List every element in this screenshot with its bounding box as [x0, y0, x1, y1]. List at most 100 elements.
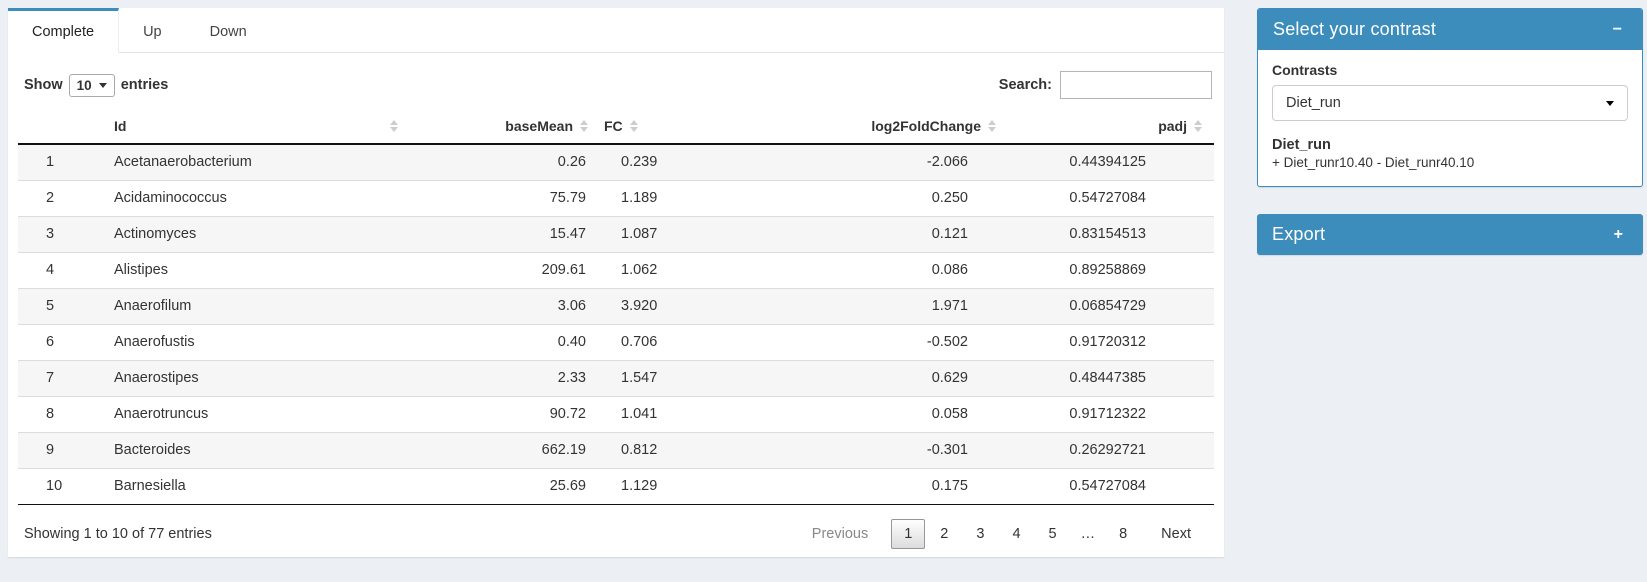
row-padj: 0.54727084	[1004, 179, 1214, 216]
row-fc: 1.041	[596, 395, 716, 432]
column-header-padj[interactable]: padj	[1004, 109, 1214, 145]
sort-icon	[988, 120, 996, 132]
row-padj: 0.48447385	[1004, 359, 1214, 396]
row-id: Alistipes	[106, 251, 406, 288]
row-log2foldchange: 1.971	[716, 287, 1004, 324]
row-basemean: 209.61	[406, 251, 596, 288]
row-basemean: 2.33	[406, 359, 596, 396]
row-fc: 0.812	[596, 431, 716, 468]
tab-down[interactable]: Down	[209, 24, 247, 40]
row-index: 1	[18, 144, 106, 180]
row-index: 10	[18, 467, 106, 505]
contrast-box-title: Select your contrast	[1273, 19, 1437, 39]
row-index: 2	[18, 179, 106, 216]
row-log2foldchange: 0.121	[716, 215, 1004, 252]
column-header-id[interactable]: Id	[106, 109, 406, 145]
contrast-select-value: Diet_run	[1286, 95, 1341, 111]
tab-up[interactable]: Up	[143, 24, 162, 40]
table-row[interactable]: 8 Anaerotruncus 90.72 1.041 0.058 0.9171…	[18, 395, 1214, 432]
row-id: Anaerofilum	[106, 287, 406, 324]
row-log2foldchange: 0.629	[716, 359, 1004, 396]
table-row[interactable]: 10 Barnesiella 25.69 1.129 0.175 0.54727…	[18, 467, 1214, 505]
column-header-index	[18, 109, 106, 145]
column-header-fc[interactable]: FC	[596, 109, 716, 145]
contrast-formula: + Diet_runr10.40 - Diet_runr40.10	[1272, 155, 1475, 170]
next-page-button[interactable]: Next	[1161, 525, 1191, 542]
sort-icon	[580, 120, 588, 132]
page-button[interactable]: 8	[1119, 525, 1128, 542]
row-fc: 1.087	[596, 215, 716, 252]
row-id: Bacteroides	[106, 431, 406, 468]
page-button[interactable]: 3	[976, 525, 985, 542]
page-button[interactable]: 4	[1012, 525, 1021, 542]
expand-plus-icon[interactable]: +	[1613, 225, 1623, 243]
row-log2foldchange: 0.175	[716, 467, 1004, 505]
row-padj: 0.06854729	[1004, 287, 1214, 324]
contrast-box-header: Select your contrast −	[1258, 9, 1642, 50]
results-table: Id baseMean FC	[18, 109, 1214, 505]
row-padj: 0.89258869	[1004, 251, 1214, 288]
row-basemean: 0.26	[406, 144, 596, 180]
row-index: 3	[18, 215, 106, 252]
column-header-label: Id	[114, 118, 127, 134]
page-length-select[interactable]: 10	[68, 73, 115, 97]
row-fc: 1.189	[596, 179, 716, 216]
sort-icon	[390, 120, 398, 132]
column-header-label: FC	[604, 118, 623, 134]
row-id: Barnesiella	[106, 467, 406, 505]
page-button[interactable]: 5	[1048, 525, 1057, 542]
page-length-control: Show 10 entries	[24, 73, 168, 97]
previous-page-button[interactable]: Previous	[811, 525, 869, 542]
column-header-basemean[interactable]: baseMean	[406, 109, 596, 145]
row-fc: 1.129	[596, 467, 716, 505]
row-log2foldchange: 0.250	[716, 179, 1004, 216]
row-padj: 0.91712322	[1004, 395, 1214, 432]
caret-down-icon	[1606, 100, 1614, 106]
row-fc: 3.920	[596, 287, 716, 324]
table-row[interactable]: 3 Actinomyces 15.47 1.087 0.121 0.831545…	[18, 215, 1214, 252]
table-row[interactable]: 4 Alistipes 209.61 1.062 0.086 0.8925886…	[18, 251, 1214, 288]
row-padj: 0.44394125	[1004, 144, 1214, 180]
sort-icon	[629, 120, 638, 132]
row-index: 6	[18, 323, 106, 360]
column-header-label: padj	[1158, 118, 1187, 134]
tab-complete[interactable]: Complete	[8, 8, 120, 53]
row-index: 7	[18, 359, 106, 396]
sort-icon	[1194, 120, 1202, 132]
collapse-minus-icon[interactable]: −	[1612, 20, 1622, 38]
row-id: Acidaminococcus	[106, 179, 406, 216]
pagination-ellipsis: …	[1080, 525, 1096, 542]
row-id: Actinomyces	[106, 215, 406, 252]
table-row[interactable]: 7 Anaerostipes 2.33 1.547 0.629 0.484473…	[18, 359, 1214, 396]
table-row[interactable]: 9 Bacteroides 662.19 0.812 -0.301 0.2629…	[18, 431, 1214, 468]
show-label: Show	[24, 77, 63, 93]
row-index: 9	[18, 431, 106, 468]
export-box-header: Export +	[1257, 214, 1643, 255]
row-fc: 0.706	[596, 323, 716, 360]
search-label: Search:	[998, 77, 1052, 93]
table-row[interactable]: 2 Acidaminococcus 75.79 1.189 0.250 0.54…	[18, 179, 1214, 216]
column-header-label: log2FoldChange	[871, 118, 981, 134]
row-fc: 1.062	[596, 251, 716, 288]
row-basemean: 3.06	[406, 287, 596, 324]
table-row[interactable]: 5 Anaerofilum 3.06 3.920 1.971 0.0685472…	[18, 287, 1214, 324]
contrast-select[interactable]: Diet_run	[1272, 85, 1628, 121]
row-basemean: 0.40	[406, 323, 596, 360]
row-log2foldchange: 0.058	[716, 395, 1004, 432]
export-box: Export +	[1257, 214, 1643, 255]
column-header-label: baseMean	[505, 118, 573, 134]
table-info: Showing 1 to 10 of 77 entries	[24, 525, 212, 542]
tab-bar: Complete Up Down	[8, 8, 1224, 53]
page-button[interactable]: 2	[940, 525, 949, 542]
search-input[interactable]	[1060, 71, 1212, 99]
row-index: 4	[18, 251, 106, 288]
table-row[interactable]: 1 Acetanaerobacterium 0.26 0.239 -2.066 …	[18, 144, 1214, 180]
table-row[interactable]: 6 Anaerofustis 0.40 0.706 -0.502 0.91720…	[18, 323, 1214, 360]
column-header-log2foldchange[interactable]: log2FoldChange	[716, 109, 1004, 145]
row-index: 5	[18, 287, 106, 324]
row-basemean: 15.47	[406, 215, 596, 252]
page-button[interactable]: 1	[891, 518, 926, 549]
row-fc: 0.239	[596, 144, 716, 180]
row-log2foldchange: 0.086	[716, 251, 1004, 288]
caret-down-icon	[98, 82, 107, 88]
